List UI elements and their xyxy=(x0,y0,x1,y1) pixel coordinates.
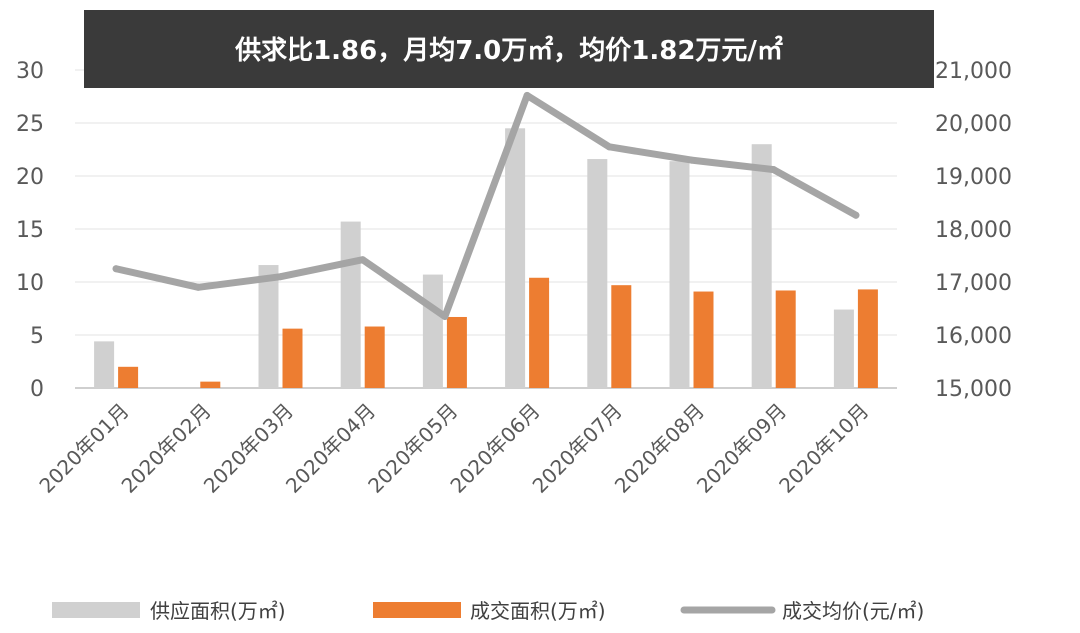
price-point xyxy=(441,312,449,320)
bar-supply xyxy=(422,274,443,388)
gridlines xyxy=(75,69,897,389)
left-axis-tick-label: 15 xyxy=(16,218,44,243)
price-point xyxy=(770,166,778,174)
bar-supply xyxy=(669,161,690,388)
left-axis-tick-label: 20 xyxy=(16,165,44,190)
bar-transaction xyxy=(529,277,550,388)
bar-transaction xyxy=(364,326,385,388)
price-point xyxy=(523,91,531,99)
bar-transaction xyxy=(693,291,714,388)
line-layer xyxy=(112,91,860,320)
legend: 供应面积(万㎡) 成交面积(万㎡) 成交均价(元/㎡) xyxy=(52,599,924,623)
legend-label-price: 成交均价(元/㎡) xyxy=(782,599,924,623)
bar-transaction xyxy=(611,285,632,388)
right-axis-tick-label: 18,000 xyxy=(935,218,1012,243)
legend-label-transaction: 成交面积(万㎡) xyxy=(470,599,606,623)
bar-transaction xyxy=(857,289,878,388)
left-axis-ticks: 0 5 10 15 20 25 30 xyxy=(16,59,44,402)
bar-supply xyxy=(258,265,279,388)
right-axis-tick-label: 15,000 xyxy=(935,377,1012,402)
bar-supply xyxy=(94,341,115,388)
bar-transaction xyxy=(446,316,467,388)
right-axis-tick-label: 21,000 xyxy=(935,59,1012,84)
right-axis-tick-label: 20,000 xyxy=(935,112,1012,137)
price-line xyxy=(112,91,860,320)
price-point xyxy=(359,256,367,264)
right-axis-tick-label: 16,000 xyxy=(935,324,1012,349)
legend-swatch-supply xyxy=(52,602,140,618)
bar-transaction xyxy=(118,366,139,388)
price-point xyxy=(112,265,120,273)
left-axis-tick-label: 0 xyxy=(30,377,44,402)
price-point xyxy=(605,143,613,151)
bar-supply xyxy=(340,221,361,388)
left-axis-tick-label: 10 xyxy=(16,271,44,296)
legend-swatch-transaction xyxy=(373,602,461,618)
bar-transaction xyxy=(282,328,303,388)
bars-layer xyxy=(94,128,878,389)
bar-supply xyxy=(505,128,526,389)
right-axis-tick-label: 19,000 xyxy=(935,165,1012,190)
chart-title: 供求比1.86，月均7.0万㎡，均价1.82万元/㎡ xyxy=(234,35,783,66)
price-point xyxy=(277,273,284,281)
left-axis-tick-label: 30 xyxy=(16,59,44,84)
price-point xyxy=(852,211,860,219)
right-axis-ticks: 15,000 16,000 17,000 18,000 19,000 20,000 21,0… xyxy=(935,59,1012,402)
title-banner-background xyxy=(84,10,934,88)
bar-supply xyxy=(833,309,854,388)
bar-transaction xyxy=(775,290,796,388)
right-axis-tick-label: 17,000 xyxy=(935,271,1012,296)
bar-supply xyxy=(587,159,608,388)
legend-label-supply: 供应面积(万㎡) xyxy=(150,599,286,623)
left-axis-tick-label: 5 xyxy=(30,324,44,349)
left-axis-tick-label: 25 xyxy=(16,112,44,137)
price-point xyxy=(194,283,202,291)
title-banner: 供求比1.86，月均7.0万㎡，均价1.82万元/㎡ xyxy=(84,10,934,88)
price-point xyxy=(688,156,695,164)
bar-supply xyxy=(751,144,772,388)
x-axis-ticks: 2020年01月2020年02月2020年03月2020年04月2020年05月… xyxy=(34,399,873,498)
bar-transaction xyxy=(200,381,221,388)
